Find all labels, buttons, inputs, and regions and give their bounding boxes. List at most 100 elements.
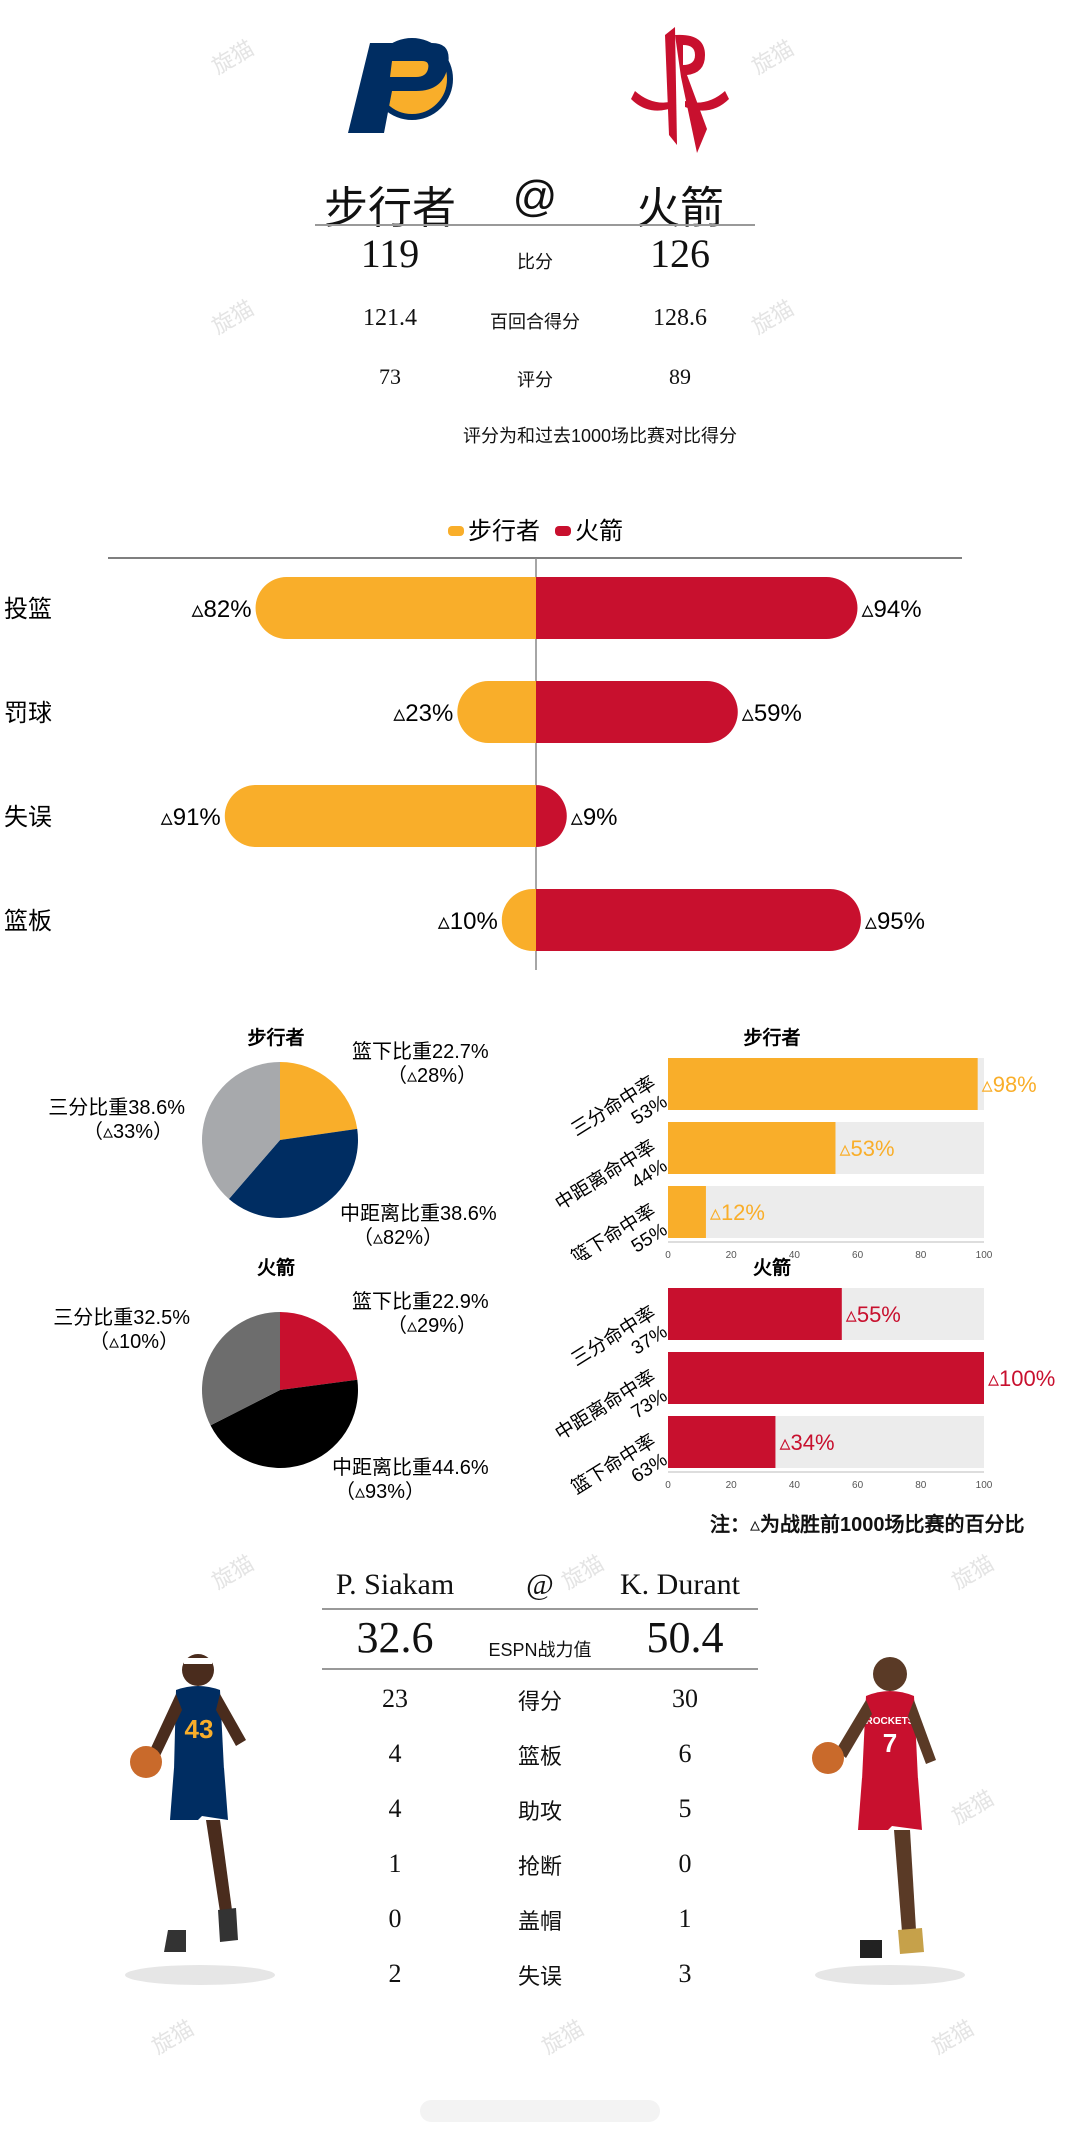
pie-slice bbox=[228, 1128, 358, 1218]
away-player-stat: 0 bbox=[388, 1904, 402, 1933]
pacers-bar-label: ▵82% bbox=[191, 596, 251, 623]
x-tick-label: 100 bbox=[976, 1480, 993, 1491]
pie-slice-label: 三分比重32.5% bbox=[53, 1306, 190, 1329]
bar-fill bbox=[668, 1288, 842, 1340]
away-team-name: 步行者 bbox=[324, 184, 456, 233]
home-score: 126 bbox=[650, 231, 710, 276]
rockets-bar-label: ▵95% bbox=[865, 908, 925, 935]
home-jersey-number: 7 bbox=[883, 1728, 897, 1758]
away-player-stat: 4 bbox=[388, 1739, 402, 1768]
home-player-stat: 5 bbox=[678, 1794, 692, 1823]
bar-fill bbox=[668, 1352, 984, 1404]
pacers-logo-icon bbox=[348, 38, 453, 133]
watermark: 旋猫 bbox=[207, 295, 259, 340]
stat-label: 篮板 bbox=[517, 1744, 562, 1769]
stat-label: 抢断 bbox=[517, 1854, 562, 1879]
x-tick-label: 20 bbox=[726, 1480, 738, 1491]
home-team-name: 火箭 bbox=[636, 184, 724, 233]
legend-swatch bbox=[448, 526, 464, 536]
home-player-name: K. Durant bbox=[620, 1568, 740, 1601]
pie-slice-label: 中距离比重44.6% bbox=[332, 1456, 489, 1479]
home-rating: 89 bbox=[669, 364, 691, 389]
pie-slice-sub: （▵82%） bbox=[353, 1226, 443, 1249]
watermark: 旋猫 bbox=[947, 1550, 999, 1595]
watermark: 旋猫 bbox=[927, 2015, 979, 2060]
home-player-stat: 30 bbox=[672, 1684, 698, 1713]
watermark: 旋猫 bbox=[147, 2015, 199, 2060]
pie-slice-label: 篮下比重22.7% bbox=[352, 1040, 489, 1063]
pacers-shooting-pct-chart: 步行者▵98%三分命中率53%▵53%中距离命中率44%▵12%篮下命中率55%… bbox=[551, 1026, 1037, 1260]
stat-label: 盖帽 bbox=[517, 1909, 562, 1934]
x-tick-label: 80 bbox=[915, 1250, 927, 1260]
pie-slice-sub: （▵10%） bbox=[89, 1330, 179, 1353]
x-tick-label: 60 bbox=[852, 1250, 864, 1260]
rockets-bar bbox=[536, 577, 858, 639]
rating-label: 评分 bbox=[517, 370, 553, 390]
watermark: 旋猫 bbox=[207, 1550, 259, 1595]
bar-fill bbox=[668, 1058, 978, 1110]
rockets-bar-label: ▵94% bbox=[861, 596, 921, 623]
rockets-bar bbox=[536, 889, 861, 951]
watermark: 旋猫 bbox=[537, 2015, 589, 2060]
home-player-stat: 0 bbox=[678, 1849, 692, 1878]
pie-slice-label: 篮下比重22.9% bbox=[352, 1290, 489, 1313]
bar-value-label: ▵12% bbox=[710, 1200, 765, 1225]
x-tick-label: 20 bbox=[726, 1250, 738, 1260]
player-at-symbol: @ bbox=[526, 1568, 554, 1601]
bar-value-label: ▵100% bbox=[988, 1366, 1055, 1391]
bar-value-label: ▵34% bbox=[779, 1430, 834, 1455]
stat-label: 失误 bbox=[517, 1964, 562, 1989]
pie-slice bbox=[280, 1312, 358, 1390]
x-tick-label: 40 bbox=[789, 1250, 801, 1260]
home-offrtg: 128.6 bbox=[653, 305, 707, 331]
watermark: 旋猫 bbox=[747, 295, 799, 340]
siakam-player-icon: 43 bbox=[125, 1654, 275, 1985]
stat-label: 助攻 bbox=[517, 1799, 562, 1824]
bar-value-label: ▵98% bbox=[982, 1072, 1037, 1097]
rockets-logo-icon bbox=[631, 27, 729, 154]
away-player-name: P. Siakam bbox=[335, 1568, 455, 1601]
pie-slice-sub: （▵29%） bbox=[387, 1314, 477, 1337]
home-player-stat: 1 bbox=[678, 1904, 692, 1933]
offrtg-label: 百回合得分 bbox=[490, 312, 580, 332]
rockets-bar-label: ▵59% bbox=[742, 700, 802, 727]
header-divider bbox=[315, 224, 755, 226]
pie-slice-label: 中距离比重38.6% bbox=[340, 1202, 497, 1225]
pacers-bar bbox=[255, 577, 536, 639]
at-symbol: @ bbox=[512, 172, 558, 221]
player-divider-top bbox=[322, 1608, 758, 1610]
away-espn-rating: 32.6 bbox=[356, 1613, 434, 1662]
x-tick-label: 0 bbox=[665, 1480, 671, 1491]
pacers-bar-label: ▵91% bbox=[161, 804, 221, 831]
away-player-stat: 4 bbox=[388, 1794, 402, 1823]
rating-note: 评分为和过去1000场比赛对比得分 bbox=[462, 426, 738, 446]
home-jersey-text: ROCKETS bbox=[866, 1716, 915, 1727]
rockets-bar-label: ▵9% bbox=[571, 804, 618, 831]
pie-slice bbox=[202, 1312, 280, 1426]
bar-value-label: ▵55% bbox=[846, 1302, 901, 1327]
bar-chart-title: 火箭 bbox=[753, 1256, 791, 1279]
bar-track bbox=[668, 1186, 984, 1238]
rockets-bar bbox=[536, 681, 738, 743]
pie-title: 火箭 bbox=[257, 1256, 295, 1279]
stat-label: 得分 bbox=[517, 1689, 562, 1714]
away-jersey-number: 43 bbox=[185, 1714, 214, 1744]
pie-slice-sub: （▵33%） bbox=[83, 1120, 173, 1143]
pacers-bar bbox=[457, 681, 536, 743]
away-player-stat: 23 bbox=[382, 1684, 408, 1713]
pie-title: 步行者 bbox=[247, 1026, 304, 1049]
pacers-bar-label: ▵10% bbox=[438, 908, 498, 935]
home-espn-rating: 50.4 bbox=[646, 1613, 724, 1662]
score-label: 比分 bbox=[517, 252, 553, 272]
pie-slice-sub: （▵28%） bbox=[387, 1064, 477, 1087]
bar-chart-note: 注：▵为战胜前1000场比赛的百分比 bbox=[710, 1514, 1025, 1536]
rockets-bar bbox=[535, 785, 567, 847]
bar-value-label: ▵53% bbox=[839, 1136, 894, 1161]
bottom-decoration bbox=[420, 2100, 660, 2122]
away-offrtg: 121.4 bbox=[363, 305, 417, 331]
espn-rating-label: ESPN战力值 bbox=[488, 1640, 592, 1660]
pacers-bar-label: ▵23% bbox=[393, 700, 453, 727]
pie-slice bbox=[280, 1062, 358, 1140]
